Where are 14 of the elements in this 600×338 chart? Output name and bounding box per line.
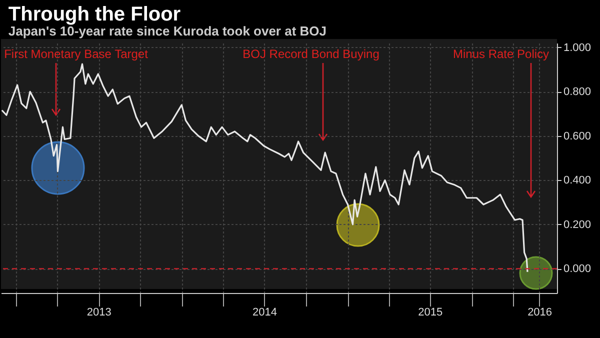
x-tick-label: 2013	[86, 306, 112, 318]
y-tick-label: 0.400	[564, 174, 592, 187]
x-tick-label: 2014	[252, 306, 277, 318]
y-tick-label: 0.200	[564, 218, 592, 231]
y-tick-label: 0.000	[564, 263, 592, 276]
y-tick-label: 0.800	[564, 86, 592, 98]
annotation: First Monetary Base Target	[4, 47, 149, 61]
y-tick-label: 1.000	[564, 42, 592, 54]
chart-title: Through the Floor	[8, 3, 181, 26]
annotation: BOJ Record Bond Buying	[242, 47, 380, 61]
y-tick-label: 0.600	[564, 130, 592, 142]
x-tick-label: 2016	[528, 306, 552, 318]
x-tick-label: 2015	[418, 306, 443, 318]
annotation: Minus Rate Policy	[452, 47, 550, 61]
